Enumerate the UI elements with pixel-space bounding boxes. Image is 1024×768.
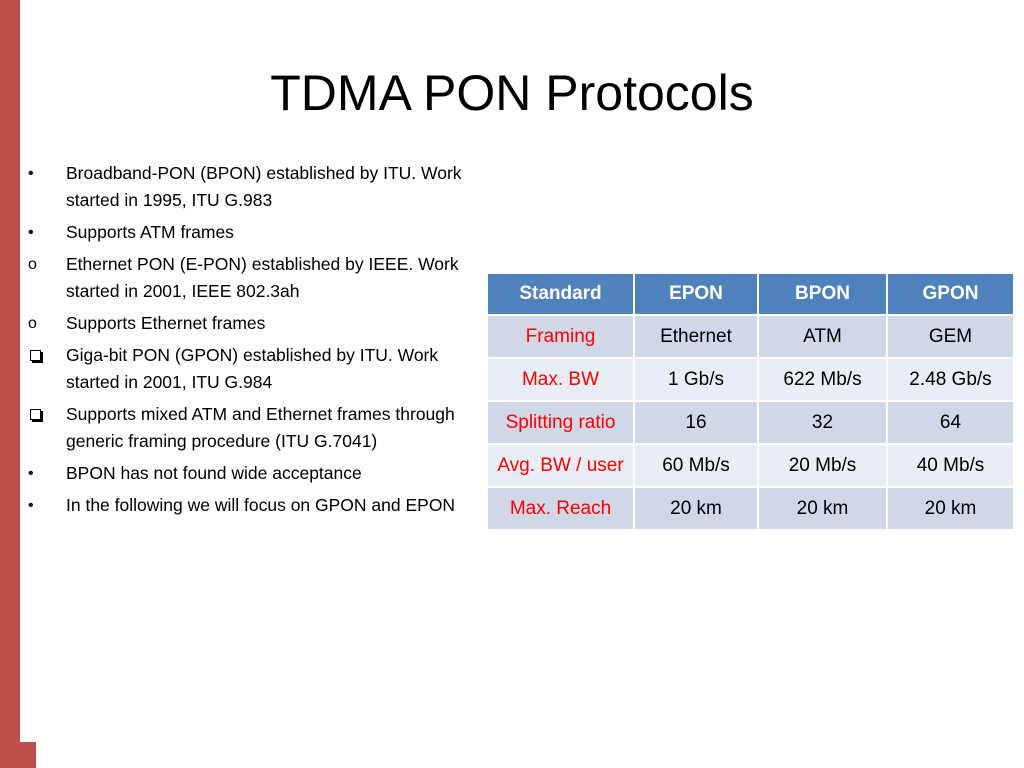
bullet-marker: • <box>28 165 34 182</box>
table-cell: 16 <box>633 400 759 445</box>
table-cell: Ethernet <box>633 314 759 359</box>
table-cell: ATM <box>757 314 888 359</box>
row-label: Max. Reach <box>486 486 635 531</box>
bullet-item: • Broadband-PON (BPON) established by ITU… <box>28 160 478 214</box>
table-cell: 40 Mb/s <box>886 443 1015 488</box>
bullet-item: • In the following we will focus on GPON … <box>28 492 478 519</box>
header-cell: BPON <box>757 272 888 316</box>
bullet-text: Supports ATM frames <box>66 222 234 242</box>
circle-marker: o <box>28 315 37 332</box>
slide-title: TDMA PON Protocols <box>270 65 754 121</box>
bullet-list: • Broadband-PON (BPON) established by ITU… <box>28 160 478 524</box>
circle-marker: o <box>28 256 37 273</box>
pon-comparison-table: Standard EPON BPON GPON Framing Ethernet… <box>486 272 1015 531</box>
bullet-item: Giga-bit PON (GPON) established by ITU. … <box>28 342 478 396</box>
header-cell: EPON <box>633 272 759 316</box>
row-label: Max. BW <box>486 357 635 402</box>
table-cell: 60 Mb/s <box>633 443 759 488</box>
bullet-marker: • <box>28 224 34 241</box>
header-cell: GPON <box>886 272 1015 316</box>
bullet-item: • BPON has not found wide acceptance <box>28 460 478 487</box>
bullet-text: Supports Ethernet frames <box>66 313 266 333</box>
header-cell: Standard <box>486 272 635 316</box>
table-cell: 1 Gb/s <box>633 357 759 402</box>
table-cell: 20 km <box>886 486 1015 531</box>
row-label: Avg. BW / user <box>486 443 635 488</box>
checkbox-icon <box>28 401 58 429</box>
bullet-text: Ethernet PON (E-PON) established by IEEE… <box>66 254 459 301</box>
bullet-text: Giga-bit PON (GPON) established by ITU. … <box>66 345 439 392</box>
table-cell: 64 <box>886 400 1015 445</box>
checkbox-icon <box>28 342 58 370</box>
table-row: Splitting ratio 16 32 64 <box>486 400 1015 445</box>
bullet-item: o Ethernet PON (E-PON) established by IEE… <box>28 251 478 305</box>
table-cell: 622 Mb/s <box>757 357 888 402</box>
bullet-text: Broadband-PON (BPON) established by ITU.… <box>66 163 462 210</box>
bullet-marker: • <box>28 465 34 482</box>
bullet-text: BPON has not found wide acceptance <box>66 463 362 483</box>
table-cell: GEM <box>886 314 1015 359</box>
bullet-text: In the following we will focus on GPON a… <box>66 495 456 515</box>
table-row: Max. Reach 20 km 20 km 20 km <box>486 486 1015 531</box>
table-cell: 20 km <box>633 486 759 531</box>
table-row: Framing Ethernet ATM GEM <box>486 314 1015 359</box>
bullet-text: Supports mixed ATM and Ethernet frames t… <box>66 404 455 451</box>
table-header-row: Standard EPON BPON GPON <box>486 272 1015 316</box>
bullet-item: • Supports ATM frames <box>28 219 478 246</box>
table-cell: 20 Mb/s <box>757 443 888 488</box>
table-row: Max. BW 1 Gb/s 622 Mb/s 2.48 Gb/s <box>486 357 1015 402</box>
table-cell: 32 <box>757 400 888 445</box>
bullet-item: Supports mixed ATM and Ethernet frames t… <box>28 401 478 455</box>
row-label: Splitting ratio <box>486 400 635 445</box>
bullet-item: o Supports Ethernet frames <box>28 310 478 337</box>
sidebar-inner-strip <box>20 0 36 742</box>
table-cell: 20 km <box>757 486 888 531</box>
table-cell: 2.48 Gb/s <box>886 357 1015 402</box>
row-label: Framing <box>486 314 635 359</box>
table-row: Avg. BW / user 60 Mb/s 20 Mb/s 40 Mb/s <box>486 443 1015 488</box>
bullet-marker: • <box>28 497 34 514</box>
